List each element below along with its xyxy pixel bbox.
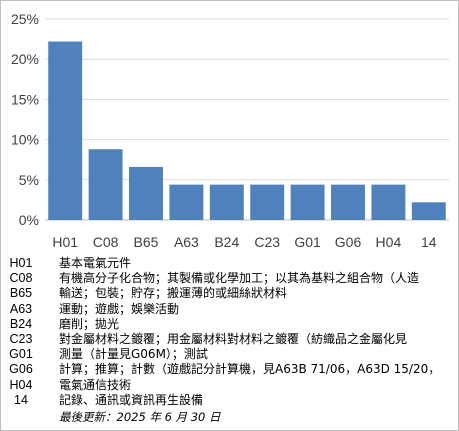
bar-c23: [250, 184, 285, 220]
x-tick-label: 14: [421, 234, 437, 250]
legend-description: 基本電氣元件: [59, 256, 132, 270]
legend-description: 磨削；拋光: [59, 316, 120, 331]
legend-code: A63: [9, 301, 33, 316]
x-tick-label: B65: [134, 234, 159, 250]
legend-description: 記錄、通訊或資訊再生設備: [59, 392, 204, 407]
y-tick-label: 10%: [11, 132, 39, 148]
legend-description: 運動；遊戲；娛樂活動: [59, 301, 180, 316]
bar-14: [411, 202, 446, 220]
legend-code: G01: [9, 347, 33, 362]
bar-a63: [169, 184, 204, 220]
bars: [48, 41, 446, 221]
legend-description: 有機高分子化合物；其製備或化學加工；以其為基料之組合物（人造: [59, 271, 420, 286]
x-tick-label: G01: [294, 234, 321, 250]
legend-code: 14: [14, 392, 28, 407]
legend-description: 計算；推算；計數（遊戲記分計算機，見A63B 71/06，A63D 15/20，: [59, 362, 441, 377]
bar-g06: [331, 184, 365, 220]
y-tick-label: 5%: [19, 172, 39, 188]
x-tick-label: A63: [174, 234, 199, 250]
legend-description: 輸送；包裝；貯存；搬運薄的或細絲狀材料: [59, 286, 288, 301]
x-tick-label: C08: [93, 234, 119, 250]
legend-code: C23: [9, 332, 33, 346]
x-tick-label: C23: [254, 234, 280, 250]
legend-description: 對金屬材料之鍍覆；用金屬材料對材料之鍍覆（紡織品之金屬化見: [59, 332, 408, 346]
y-tick-label: 0%: [19, 212, 39, 228]
bar-b24: [209, 184, 244, 220]
legend-code: C08: [9, 271, 33, 286]
bar-h04: [371, 184, 406, 220]
last-updated-note: 最後更新：2025 年 6 月 30 日: [59, 410, 221, 424]
bar-chart: 0% 5% 10% 15% 20% 25% H01 C08 B65 A63 B24 C23 G01 G0…: [11, 11, 449, 250]
x-tick-label: H04: [376, 234, 402, 250]
legend-description: 測量（計量見G06M）；測試: [59, 347, 208, 362]
bar-b65: [129, 166, 163, 220]
y-tick-label: 15%: [11, 91, 39, 107]
y-axis-ticks: 0% 5% 10% 15% 20% 25%: [11, 11, 39, 228]
y-tick-label: 25%: [11, 11, 39, 27]
bar-g01: [290, 184, 325, 220]
legend-code: G06: [9, 362, 33, 377]
x-axis-ticks: H01 C08 B65 A63 B24 C23 G01 G06 H04 14: [52, 234, 436, 250]
legend-code: B65: [9, 286, 33, 301]
legend-code: H04: [9, 377, 33, 392]
legend-code: B24: [9, 316, 33, 331]
bar-c08: [88, 149, 123, 220]
legend-code: H01: [9, 256, 33, 270]
legend-description: 電氣通信技術: [59, 377, 132, 392]
y-tick-label: 20%: [11, 51, 39, 67]
bar-h01: [48, 41, 83, 221]
x-tick-label: B24: [214, 234, 239, 250]
x-tick-label: G06: [335, 234, 362, 250]
x-tick-label: H01: [52, 234, 78, 250]
